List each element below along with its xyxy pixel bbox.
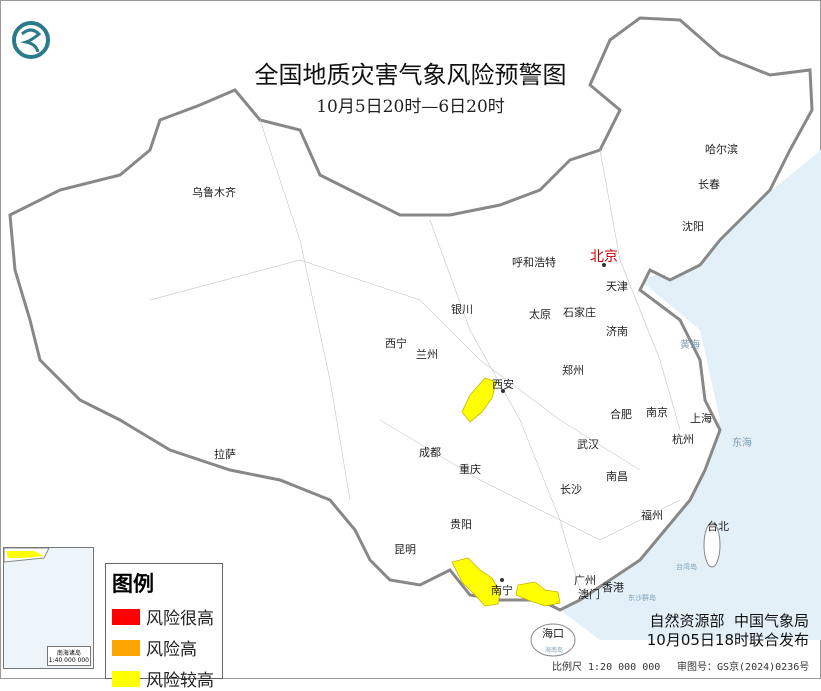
china-outline (8, 16, 814, 612)
city-label: 西宁 (385, 337, 407, 350)
inset-warning-area (6, 551, 44, 558)
city-label: 长春 (698, 178, 720, 191)
city-label: 郑州 (562, 364, 584, 377)
warning-area-guangdong-west (515, 581, 561, 607)
province-borders (149, 119, 681, 591)
sea-area (560, 150, 821, 640)
city-markers (500, 263, 606, 582)
legend-title: 图例 (112, 572, 154, 596)
warning-areas-high (451, 377, 561, 607)
legend-swatch-orange (112, 639, 140, 656)
city-label: 香港 (602, 581, 624, 594)
city-label: 重庆 (459, 463, 481, 476)
sea-label: 黄海 (680, 340, 700, 351)
city-label: 银川 (451, 303, 473, 316)
city-label: 长沙 (560, 483, 582, 496)
sea-label: 东沙群岛 (628, 594, 656, 602)
city-label: 拉萨 (214, 448, 236, 461)
legend-label: 风险很高 (146, 609, 214, 629)
city-label: 贵阳 (450, 518, 472, 531)
city-label: 合肥 (610, 408, 632, 421)
publish-time: 10月05日18时联合发布 (646, 631, 809, 649)
inset-caption: 南海诸岛 1:40 000 000 (46, 646, 91, 666)
city-label: 南宁 (491, 584, 513, 597)
city-label: 哈尔滨 (705, 143, 738, 156)
map-scale: 比例尺 1:20 000 000 (552, 662, 661, 673)
city-label: 南昌 (606, 470, 628, 483)
city-label: 昆明 (394, 543, 416, 556)
city-label: 武汉 (577, 438, 599, 451)
inset-map (3, 547, 50, 563)
city-label: 天津 (606, 280, 628, 293)
map-subtitle: 10月5日20时—6日20时 (316, 97, 505, 117)
city-label: 石家庄 (563, 306, 596, 319)
city-label: 西安 (492, 378, 514, 391)
city-label: 沈阳 (682, 220, 704, 233)
publisher-block: 自然资源部 中国气象局 10月05日18时联合发布 (647, 612, 809, 650)
city-label: 海口 (542, 627, 564, 640)
hainan-island (530, 623, 576, 657)
review-number: 审图号：GS京(2024)0236号 (677, 662, 810, 673)
legend-item-very-high: 风险很高 (112, 604, 222, 629)
legend-swatch-red (112, 608, 140, 625)
publisher-names: 自然资源部 中国气象局 (649, 612, 809, 630)
sea-label: 东海 (732, 438, 752, 449)
city-label: 济南 (606, 325, 628, 338)
city-label: 乌鲁木齐 (192, 186, 236, 199)
sea-label: 海南岛 (545, 647, 564, 654)
city-label: 太原 (529, 308, 551, 321)
city-label: 广州 (574, 574, 596, 587)
legend-item-high: 风险高 (112, 635, 222, 660)
legend-label: 风险高 (146, 640, 197, 660)
city-label: 杭州 (672, 433, 694, 446)
city-label: 兰州 (416, 348, 438, 361)
map-title: 全国地质灾害气象风险预警图 (254, 61, 567, 89)
city-label: 福州 (641, 509, 663, 522)
taiwan-island (703, 522, 721, 568)
city-label: 澳门 (578, 588, 600, 601)
inset-label: 南海诸岛 (56, 650, 81, 657)
south-china-sea-inset: 南海诸岛 1:40 000 000 (3, 547, 94, 669)
warning-area-guangxi-border (451, 557, 501, 607)
legend: 图例 风险很高 风险高 风险较高 (105, 563, 223, 691)
cma-logo-icon (12, 21, 50, 59)
warning-area-shaanxi-sichuan (461, 377, 497, 423)
sea-label: 台湾岛 (676, 563, 697, 571)
city-label: 上海 (690, 412, 712, 425)
city-label: 台北 (707, 520, 729, 533)
inset-scale: 1:40 000 000 (48, 657, 89, 664)
city-label: 呼和浩特 (512, 256, 556, 269)
city-label-capital: 北京 (590, 249, 618, 265)
city-label: 成都 (419, 446, 441, 459)
city-label: 南京 (646, 406, 668, 419)
